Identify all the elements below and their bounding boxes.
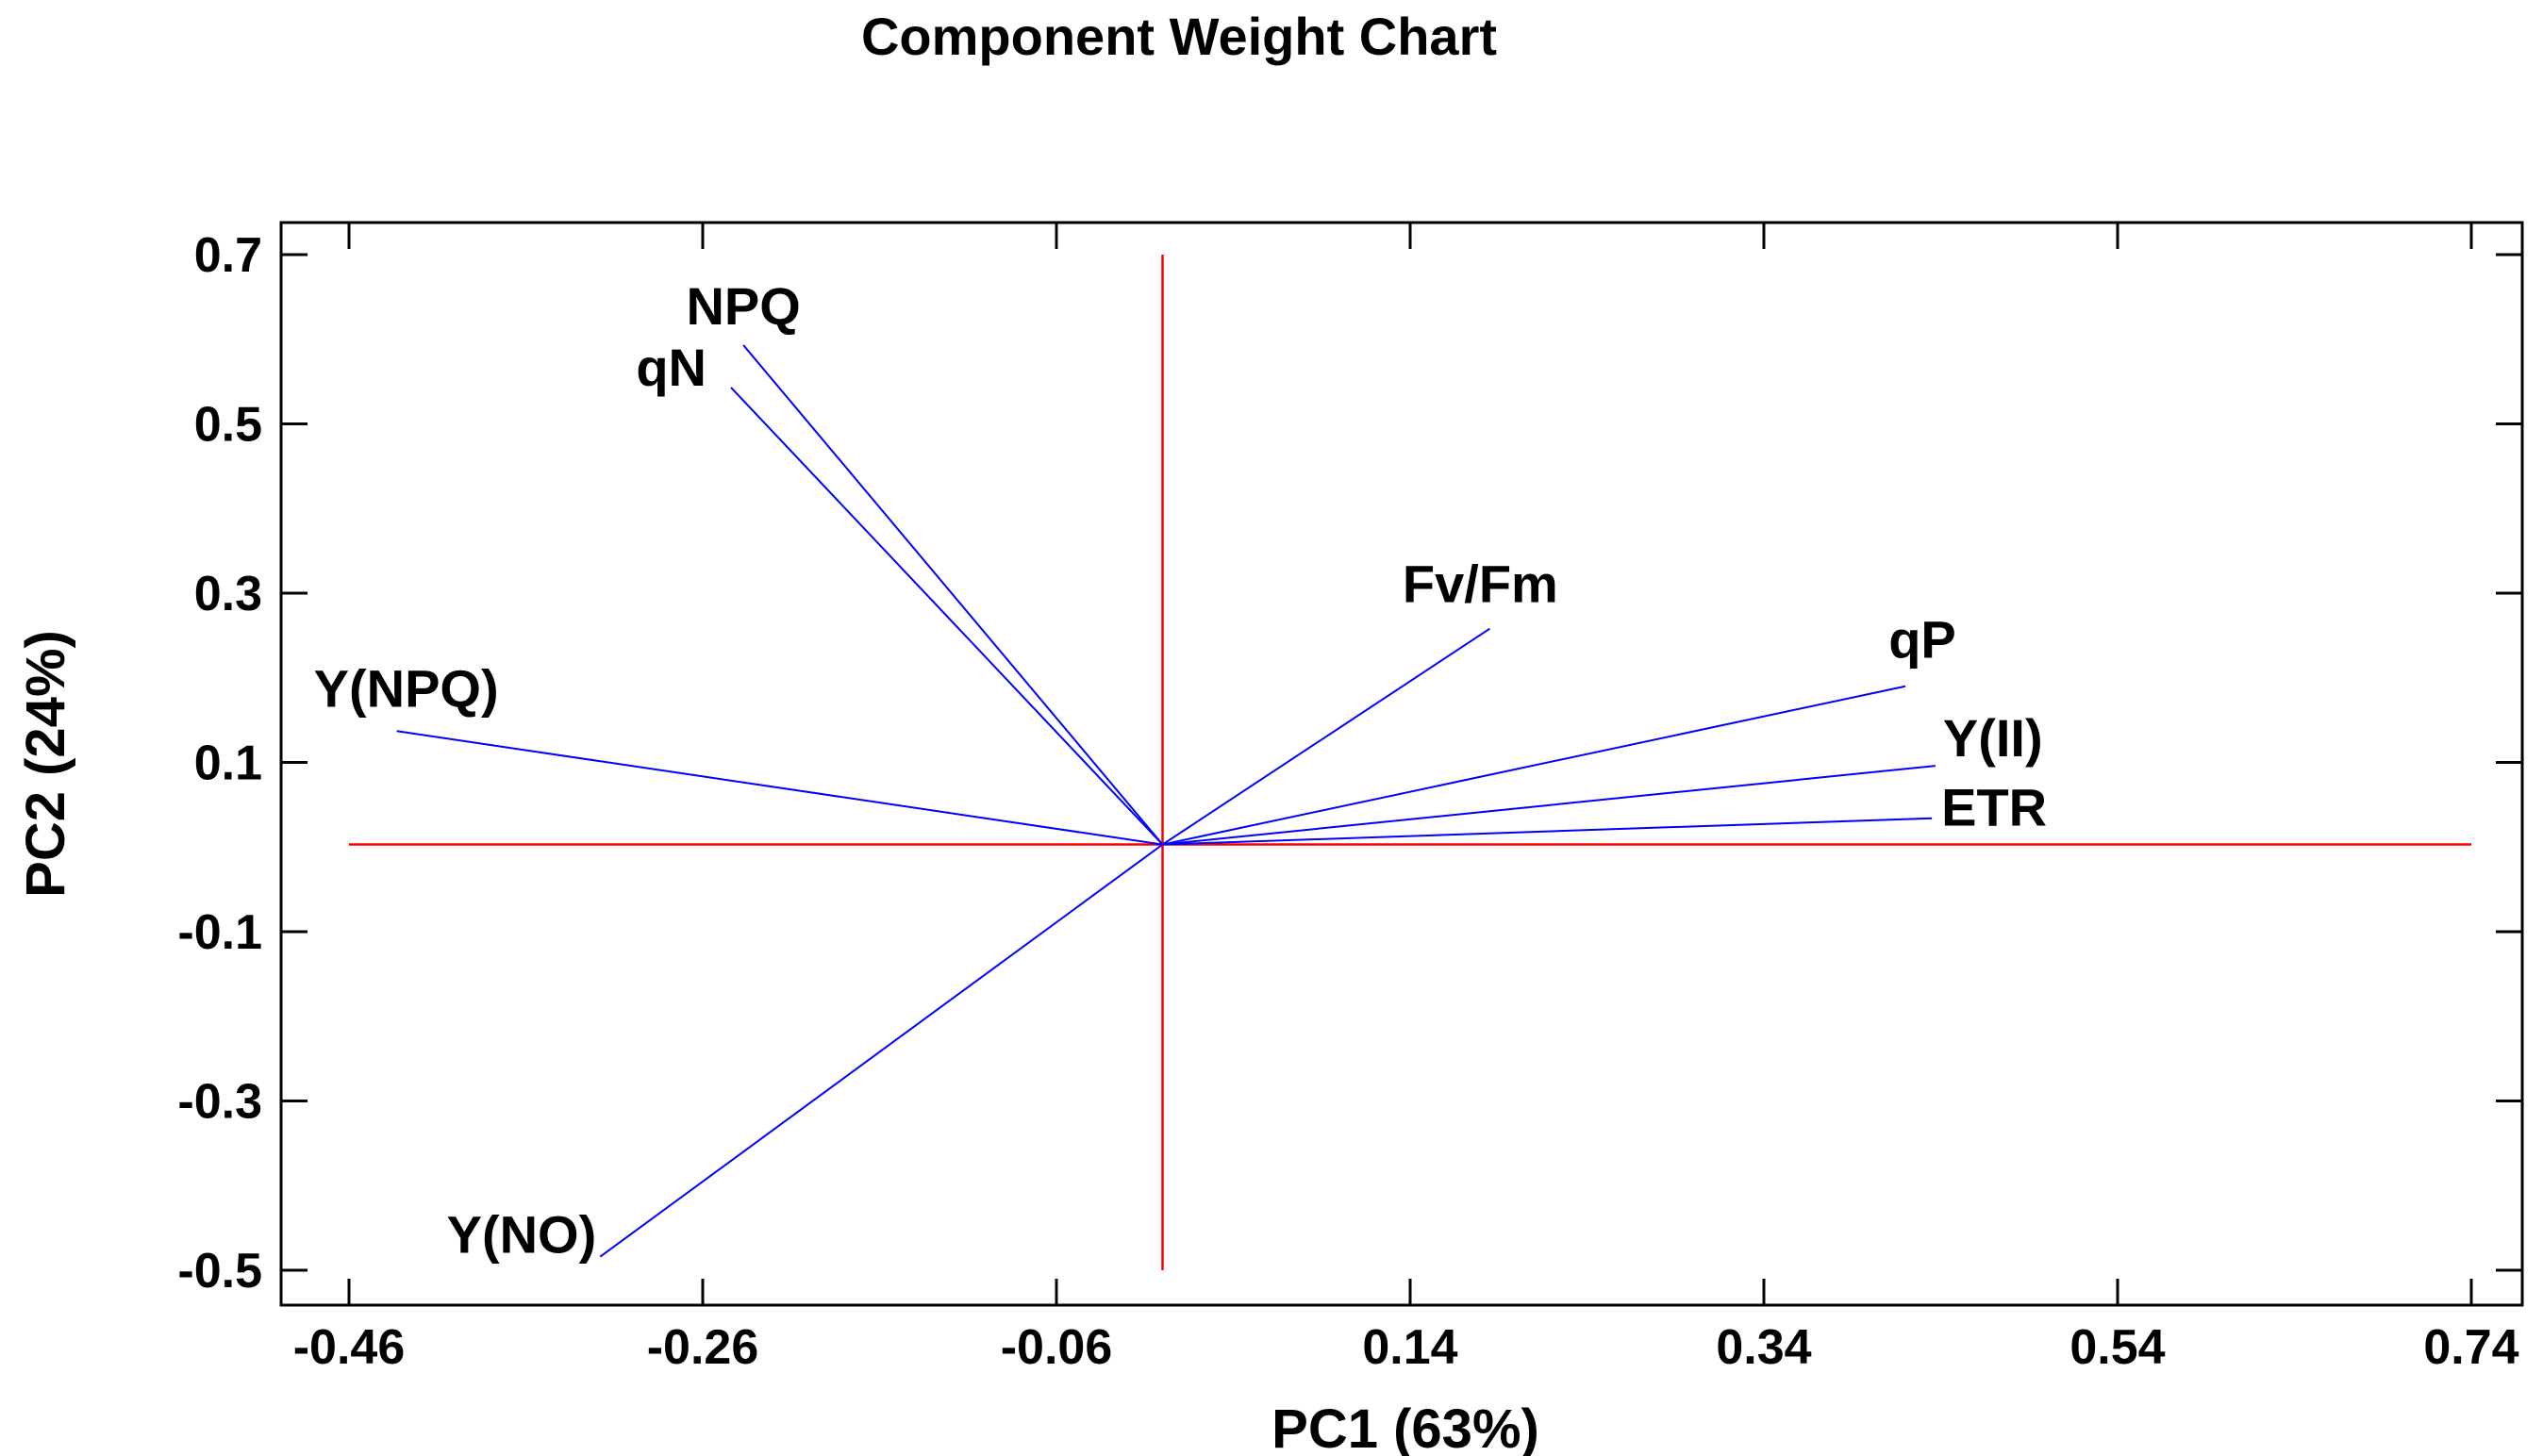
vector-qn <box>730 387 1164 846</box>
chart-title: Component Weight Chart <box>861 7 1497 66</box>
y-tick-label: 0.1 <box>194 736 262 791</box>
vector-label-etr: ETR <box>1941 778 2047 837</box>
vector-y-npq <box>396 730 1163 846</box>
vector-label-y-npq: Y(NPQ) <box>314 658 499 718</box>
y-tick-label: 0.7 <box>194 228 262 283</box>
y-axis-label: PC2 (24%) <box>15 630 76 898</box>
vector-label-qp: qP <box>1888 610 1956 670</box>
x-tick-label: 0.14 <box>1362 1320 1457 1375</box>
vector-fv-fm <box>1161 627 1490 846</box>
vector-qp <box>1162 685 1906 846</box>
vector-label-fv-fm: Fv/Fm <box>1403 554 1558 614</box>
y-tick-label: 0.5 <box>194 398 262 453</box>
x-tick-label: -0.26 <box>647 1320 759 1375</box>
vector-etr <box>1162 817 1933 846</box>
x-tick-label: -0.46 <box>293 1320 406 1375</box>
reference-lines <box>349 255 2471 1270</box>
vector-y-no <box>599 843 1164 1258</box>
vector-label-y-no: Y(NO) <box>447 1205 597 1265</box>
y-tick-label: -0.1 <box>177 905 262 960</box>
x-tick-label: 0.54 <box>2069 1320 2165 1375</box>
y-tick-label: -0.5 <box>177 1244 262 1299</box>
x-tick-label: 0.74 <box>2423 1320 2518 1375</box>
y-tick-label: -0.3 <box>177 1075 262 1130</box>
x-tick-label: 0.34 <box>1716 1320 1811 1375</box>
x-tick-label: -0.06 <box>1001 1320 1113 1375</box>
vector-label-y-ii: Y(II) <box>1943 708 2043 768</box>
loading-vectors <box>396 344 1936 1258</box>
vector-label-npq: NPQ <box>686 276 800 336</box>
axis-ticks: -0.46 -0.26 -0.06 0.14 0.34 0.54 0.74 0.7 0.5 0.3… <box>177 223 2522 1375</box>
vector-label-qn: qN <box>636 338 706 397</box>
x-axis-label: PC1 (63%) <box>1272 1398 1539 1456</box>
vector-y-ii <box>1162 765 1936 846</box>
vector-npq <box>742 344 1164 846</box>
y-tick-label: 0.3 <box>194 567 262 621</box>
